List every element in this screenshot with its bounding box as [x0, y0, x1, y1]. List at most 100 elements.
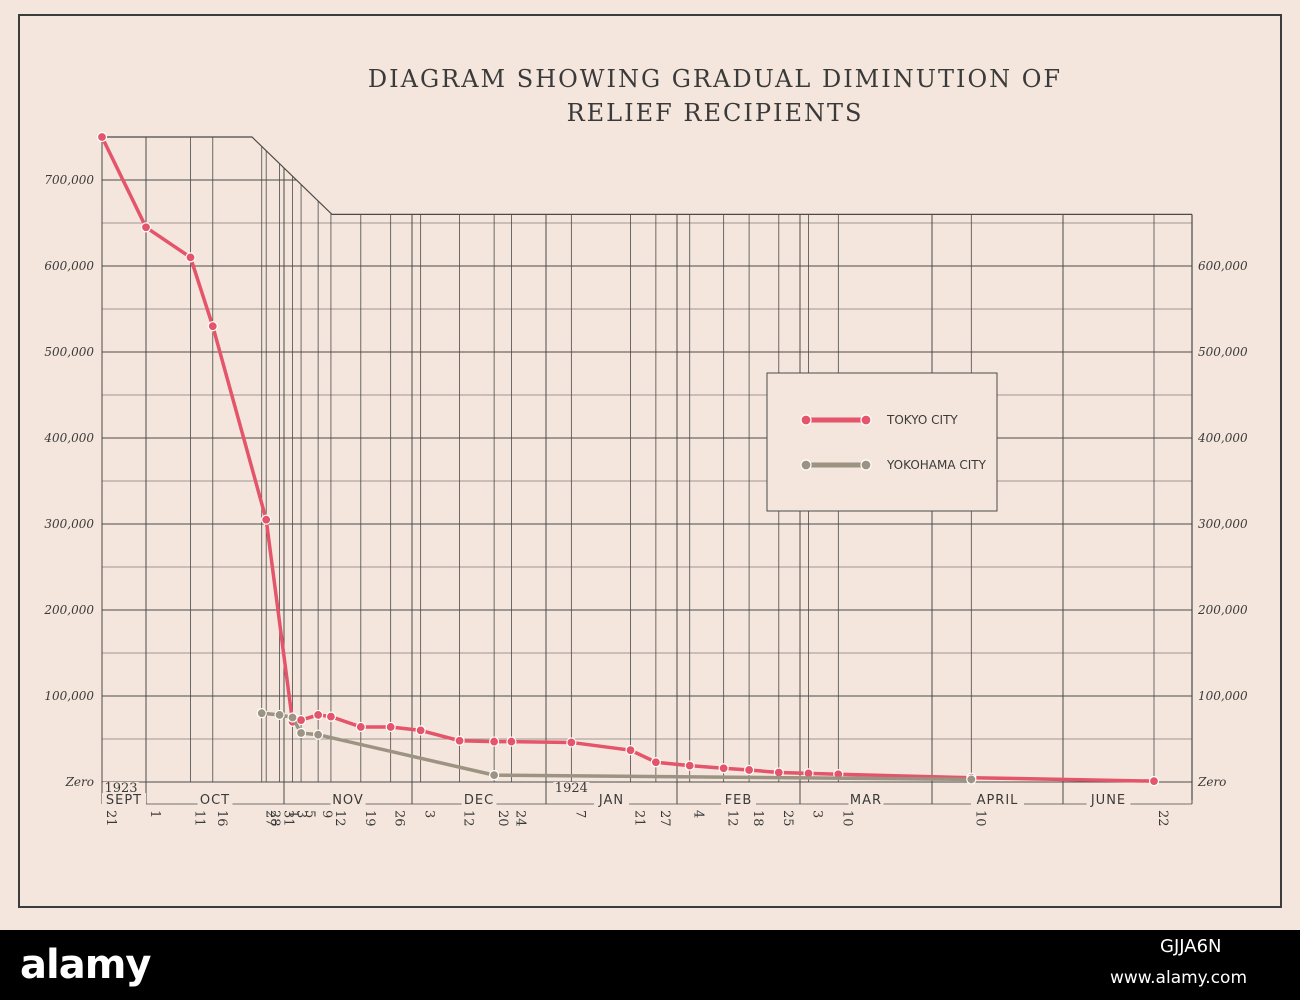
date-tick-label: 25 — [780, 810, 795, 827]
data-point — [506, 736, 517, 747]
y-tick-label-right: Zero — [1197, 775, 1226, 789]
data-point — [207, 321, 218, 332]
data-point — [650, 757, 661, 768]
series-tokyo-city — [96, 131, 1160, 787]
date-tick-label: 12 — [332, 810, 347, 827]
date-tick-label: 10 — [972, 810, 987, 827]
date-tick-label: 27 — [263, 810, 278, 827]
date-tick-label: 31 — [281, 810, 296, 827]
date-tick-label: 4 — [691, 810, 706, 818]
y-axis-labels: Zero Zero 100,000 100,000 200,000 200,000 300,… — [43, 173, 1248, 789]
watermark-code: GJJA6N — [1160, 936, 1222, 957]
data-point — [140, 222, 152, 233]
data-point — [454, 735, 465, 746]
date-tick-label: 5 — [302, 810, 317, 818]
year-label-bg — [553, 782, 590, 793]
legend-swatch-dot — [860, 459, 872, 471]
y-tick-label-left: 500,000 — [44, 345, 94, 359]
month-label: APRIL — [977, 793, 1019, 808]
data-point — [773, 767, 784, 778]
date-tick-label: 9 — [319, 810, 334, 818]
month-label-bg — [594, 793, 629, 805]
legend-swatch-dot — [800, 459, 812, 471]
date-tick-label: 12 — [725, 810, 740, 827]
date-tick-label: 20 — [495, 810, 510, 827]
data-point — [256, 708, 267, 719]
month-label-bg — [848, 793, 884, 805]
watermark-footer: alamy GJJA6N www.alamy.com — [0, 930, 1300, 1000]
data-point — [295, 727, 307, 739]
data-point — [566, 737, 577, 748]
date-tick-label: 26 — [392, 810, 407, 827]
data-point — [489, 736, 500, 747]
date-tick-label: 1 — [285, 810, 300, 818]
y-tick-label-left: Zero — [65, 775, 94, 789]
date-tick-label: 3 — [810, 810, 825, 818]
chart-border — [18, 14, 1282, 908]
month-label-bg — [971, 793, 1024, 805]
watermark-brand: alamy — [20, 942, 151, 988]
date-tick-label: 16 — [214, 810, 229, 827]
month-labels: SEPT OCT NOV DEC JAN FEB MAR APRIL JUNE — [102, 793, 1131, 808]
date-tick-label: 10 — [839, 810, 854, 827]
data-point — [313, 709, 324, 721]
title-line-1: DIAGRAM SHOWING GRADUAL DIMINUTION OF — [367, 65, 1063, 93]
month-label: JUNE — [1090, 793, 1126, 808]
series-yokohama-city — [256, 708, 977, 785]
month-label: OCT — [200, 793, 230, 808]
date-tick-label: 19 — [362, 810, 377, 827]
month-label: FEB — [725, 793, 753, 808]
y-tick-label-right: 100,000 — [1198, 689, 1248, 703]
y-tick-label-right: 300,000 — [1198, 517, 1248, 531]
date-tick-label: 21 — [103, 810, 118, 827]
date-tick-label: 7 — [572, 810, 587, 818]
date-tick-label: 27 — [657, 810, 672, 827]
month-label: DEC — [464, 793, 494, 808]
month-label-bg — [330, 793, 366, 805]
month-label-bg — [197, 793, 233, 805]
month-label-bg — [1086, 793, 1131, 805]
month-label-bg — [721, 793, 756, 805]
series-line — [261, 711, 972, 782]
data-point — [295, 714, 307, 726]
month-label: JAN — [598, 793, 624, 808]
data-point — [96, 131, 108, 143]
watermark-url: www.alamy.com — [1110, 968, 1248, 988]
legend-entry: TOKYO CITY — [886, 413, 958, 427]
grid-layer — [101, 136, 1193, 805]
date-tick-label: 21 — [632, 810, 647, 827]
y-tick-label-right: 500,000 — [1198, 345, 1248, 359]
data-point — [625, 745, 636, 756]
data-point — [718, 763, 729, 774]
data-point — [489, 770, 500, 781]
y-tick-label-left: 400,000 — [43, 431, 94, 445]
y-tick-label-left: 200,000 — [43, 603, 94, 617]
date-tick-label: 22 — [1155, 810, 1170, 827]
y-tick-label-left: 700,000 — [44, 173, 94, 187]
y-tick-label-left: 300,000 — [44, 517, 94, 531]
legend-swatch-dot — [800, 414, 812, 426]
year-label-bg — [103, 782, 139, 793]
data-point — [325, 711, 337, 722]
data-point — [385, 721, 396, 733]
month-label-bg — [461, 793, 497, 805]
date-tick-label: 28 — [267, 810, 282, 827]
date-tick-label: 12 — [461, 810, 476, 827]
legend-swatch-dot — [860, 414, 872, 426]
data-point — [744, 764, 755, 776]
data-point — [261, 514, 272, 525]
y-tick-label-right: 400,000 — [1197, 431, 1248, 445]
data-point — [966, 774, 977, 785]
date-tick-label: 24 — [512, 810, 527, 827]
y-tick-label-left: 100,000 — [44, 689, 94, 703]
month-label-bg — [102, 793, 146, 805]
year-label: 1924 — [555, 781, 588, 796]
date-tick-label: 18 — [750, 810, 765, 827]
y-tick-label-right: 200,000 — [1197, 603, 1248, 617]
legend-box — [766, 372, 998, 512]
date-tick-label: 1 — [147, 810, 162, 818]
date-tick-label: 3 — [422, 810, 437, 818]
year-label: 1923 — [104, 781, 137, 796]
